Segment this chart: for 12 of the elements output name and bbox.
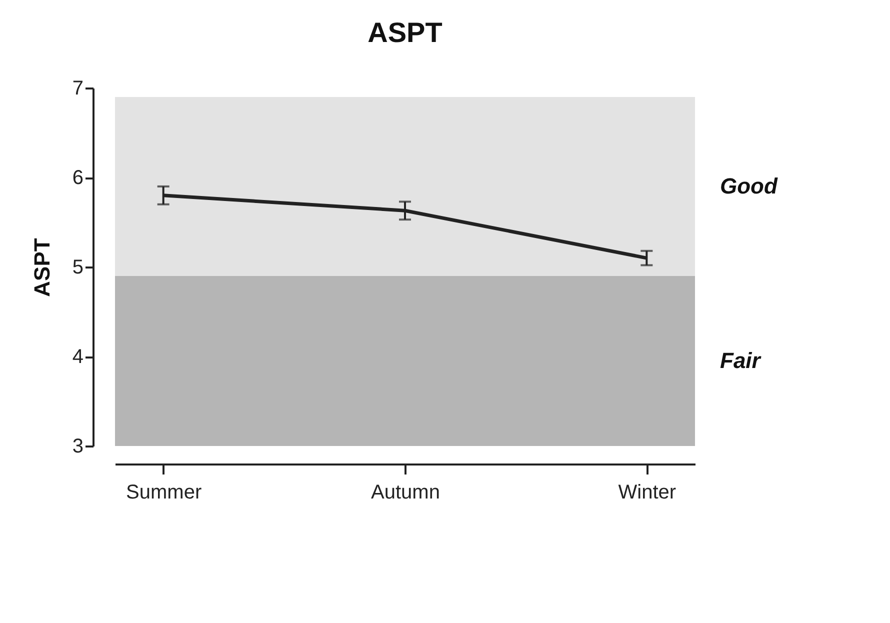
- band-label: Good: [720, 173, 778, 198]
- y-axis-title: ASPT: [29, 238, 54, 297]
- y-tick-label: 3: [72, 436, 84, 458]
- x-tick-label: Autumn: [371, 482, 440, 504]
- chart-title: ASPT: [368, 17, 442, 48]
- y-tick-label: 4: [72, 346, 84, 368]
- y-tick-label: 6: [72, 167, 84, 189]
- x-tick-label: Winter: [618, 482, 676, 504]
- y-tick-label: 5: [72, 256, 84, 278]
- band-label: Fair: [720, 348, 762, 373]
- x-tick-label: Summer: [126, 482, 202, 504]
- y-tick-label: 7: [72, 78, 84, 100]
